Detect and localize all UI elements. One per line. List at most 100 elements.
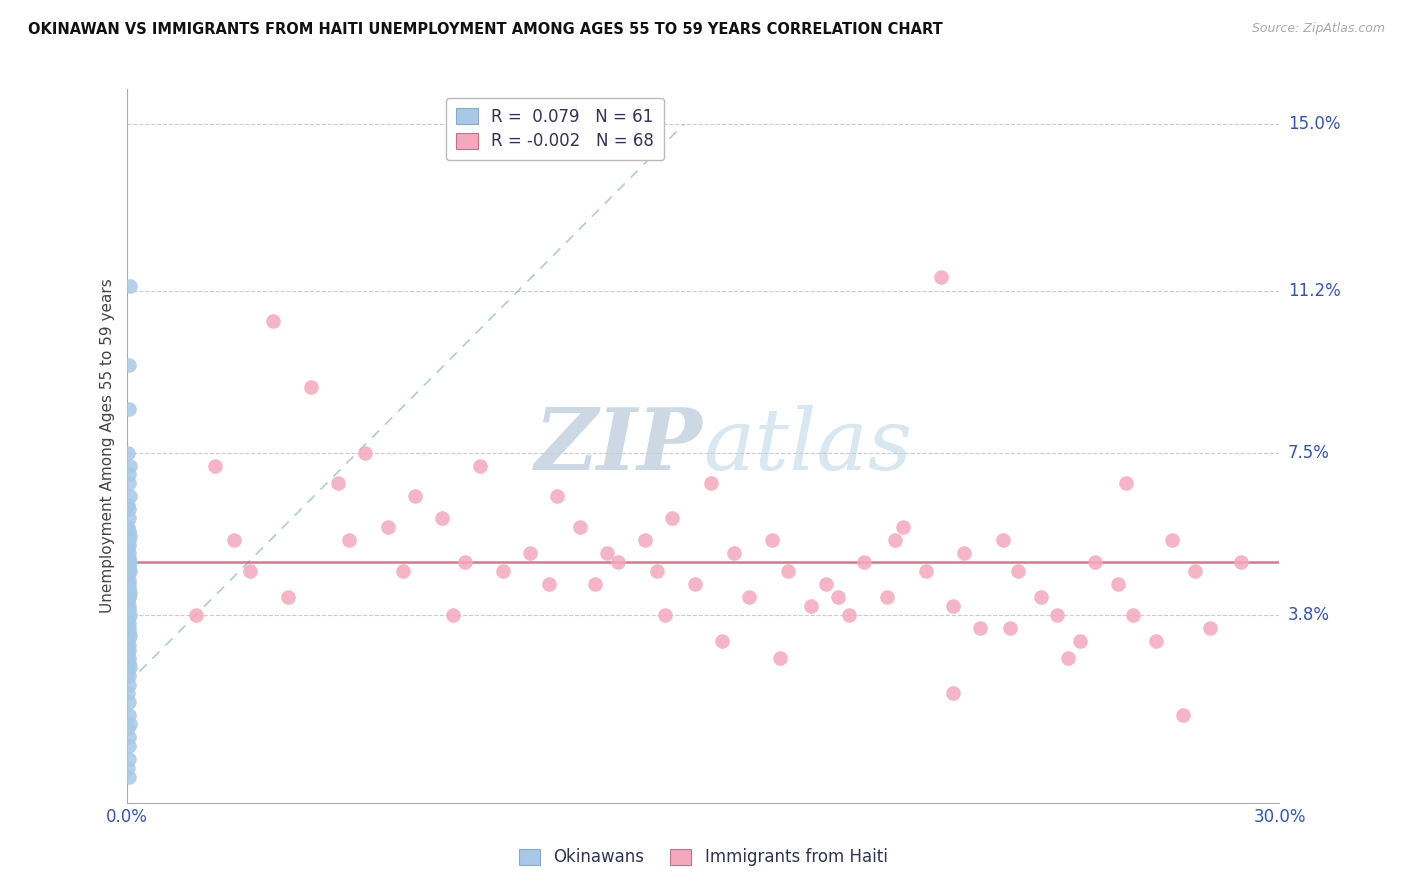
Point: [738, 590, 761, 604]
Point: [117, 594, 139, 608]
Point: [884, 533, 907, 548]
Point: [118, 577, 141, 591]
Point: [645, 564, 668, 578]
Point: [1069, 633, 1091, 648]
Point: [118, 502, 141, 516]
Point: [538, 577, 561, 591]
Point: [118, 555, 141, 569]
Point: [118, 279, 141, 293]
Point: [634, 533, 657, 548]
Text: 3.8%: 3.8%: [1288, 606, 1330, 624]
Point: [118, 629, 141, 643]
Point: [117, 568, 139, 582]
Point: [929, 270, 952, 285]
Point: [769, 651, 792, 665]
Point: [118, 458, 141, 473]
Point: [711, 633, 734, 648]
Point: [118, 489, 141, 503]
Point: [118, 573, 141, 587]
Point: [339, 533, 361, 548]
Y-axis label: Unemployment Among Ages 55 to 59 years: Unemployment Among Ages 55 to 59 years: [100, 278, 115, 614]
Point: [117, 665, 139, 679]
Point: [118, 564, 141, 578]
Text: atlas: atlas: [703, 405, 912, 487]
Point: [204, 458, 226, 473]
Point: [838, 607, 860, 622]
Point: [1045, 607, 1067, 622]
Point: [118, 730, 141, 744]
Point: [118, 656, 141, 670]
Point: [117, 612, 139, 626]
Point: [492, 564, 515, 578]
Point: [607, 555, 630, 569]
Point: [377, 520, 399, 534]
Point: [118, 603, 141, 617]
Point: [942, 686, 965, 700]
Text: OKINAWAN VS IMMIGRANTS FROM HAITI UNEMPLOYMENT AMONG AGES 55 TO 59 YEARS CORRELA: OKINAWAN VS IMMIGRANTS FROM HAITI UNEMPL…: [28, 22, 943, 37]
Point: [583, 577, 606, 591]
Point: [118, 358, 141, 372]
Point: [117, 722, 139, 736]
Point: [117, 761, 139, 775]
Point: [1031, 590, 1053, 604]
Point: [654, 607, 676, 622]
Point: [262, 314, 284, 328]
Point: [117, 647, 139, 661]
Point: [118, 401, 141, 416]
Point: [117, 541, 139, 556]
Point: [118, 529, 141, 543]
Point: [118, 550, 141, 565]
Point: [891, 520, 914, 534]
Point: [118, 739, 141, 753]
Point: [117, 633, 139, 648]
Point: [596, 546, 619, 560]
Point: [546, 489, 568, 503]
Point: [761, 533, 783, 548]
Point: [441, 607, 464, 622]
Point: [117, 520, 139, 534]
Point: [238, 564, 260, 578]
Point: [1184, 564, 1206, 578]
Point: [1146, 633, 1168, 648]
Point: [118, 717, 141, 731]
Point: [969, 621, 991, 635]
Point: [326, 476, 349, 491]
Point: [118, 616, 141, 631]
Point: [117, 686, 139, 700]
Point: [117, 445, 139, 459]
Point: [118, 651, 141, 665]
Point: [454, 555, 477, 569]
Point: [118, 476, 141, 491]
Point: [117, 498, 139, 512]
Point: [353, 445, 375, 459]
Point: [827, 590, 849, 604]
Point: [118, 607, 141, 622]
Point: [685, 577, 707, 591]
Point: [118, 559, 141, 574]
Point: [277, 590, 299, 604]
Point: [118, 537, 141, 551]
Point: [118, 752, 141, 766]
Point: [1084, 555, 1107, 569]
Point: [519, 546, 541, 560]
Point: [118, 708, 141, 723]
Point: [118, 677, 141, 691]
Point: [118, 660, 141, 674]
Point: [118, 625, 141, 640]
Text: 7.5%: 7.5%: [1288, 443, 1330, 461]
Point: [1199, 621, 1222, 635]
Point: [468, 458, 491, 473]
Point: [800, 599, 823, 613]
Point: [1107, 577, 1129, 591]
Text: Source: ZipAtlas.com: Source: ZipAtlas.com: [1251, 22, 1385, 36]
Point: [224, 533, 246, 548]
Point: [117, 555, 139, 569]
Point: [876, 590, 898, 604]
Point: [117, 585, 139, 599]
Point: [118, 467, 141, 482]
Point: [661, 511, 683, 525]
Point: [118, 585, 141, 599]
Point: [1057, 651, 1080, 665]
Point: [118, 695, 141, 709]
Point: [118, 642, 141, 657]
